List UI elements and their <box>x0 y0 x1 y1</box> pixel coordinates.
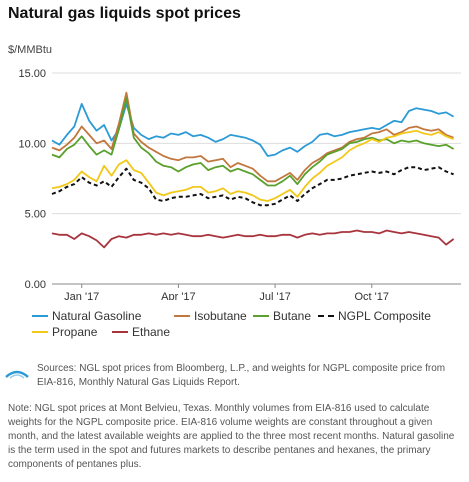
eia-logo <box>5 370 29 379</box>
legend-label: NGPL Composite <box>338 309 431 323</box>
legend-item: Butane <box>253 309 311 323</box>
series-line-ngpl-composite <box>51 166 454 207</box>
legend-label: Ethane <box>132 325 171 339</box>
legend-swatch <box>318 315 334 317</box>
chart-note: Note: NGL spot prices at Mont Belvieu, T… <box>8 403 455 470</box>
series-line-isobutane <box>51 91 454 183</box>
legend-swatch <box>253 315 269 317</box>
legend-swatch <box>32 315 48 317</box>
legend-item: Natural Gasoline <box>32 309 141 323</box>
legend-item: NGPL Composite <box>318 309 431 323</box>
series-layer <box>51 91 455 249</box>
legend-label: Butane <box>273 309 312 323</box>
legend-swatch <box>112 331 128 333</box>
legend-swatch <box>32 331 48 333</box>
x-tick-label: Jul '17 <box>259 291 290 300</box>
y-axis-unit-label: $/MMBtu <box>8 44 53 56</box>
y-tick-label: 5.00 <box>25 209 46 221</box>
line-chart: 0.00 5.00 10.00 15.00 Jan '17 Apr '17 Jul '17… <box>18 68 461 300</box>
legend-label: Propane <box>52 325 98 339</box>
legend-item: Propane <box>32 325 97 339</box>
series-line-ethane <box>51 229 455 249</box>
x-tick-label: Apr '17 <box>161 291 196 300</box>
y-tick-label: 10.00 <box>18 138 46 150</box>
y-tick-label: 0.00 <box>25 279 46 291</box>
legend-item: Ethane <box>112 325 170 339</box>
series-line-butane <box>51 97 455 187</box>
x-tick-label: Jan '17 <box>64 291 99 300</box>
series-line-propane <box>51 129 454 202</box>
page-title: Natural gas liquids spot prices <box>8 5 241 22</box>
legend-swatch <box>174 315 190 317</box>
y-tick-label: 15.00 <box>18 68 46 80</box>
grid-layer <box>52 72 461 285</box>
legend-label: Natural Gasoline <box>52 309 142 323</box>
x-tick-layer: Jan '17 Apr '17 Jul '17 Oct '17 <box>64 284 389 300</box>
chart-sources: Sources: NGL spot prices from Bloomberg,… <box>37 363 446 388</box>
legend-label: Isobutane <box>194 309 247 323</box>
legend-item: Isobutane <box>174 309 247 323</box>
y-tick-layer: 0.00 5.00 10.00 15.00 <box>18 68 46 291</box>
x-tick-label: Oct '17 <box>355 291 390 300</box>
